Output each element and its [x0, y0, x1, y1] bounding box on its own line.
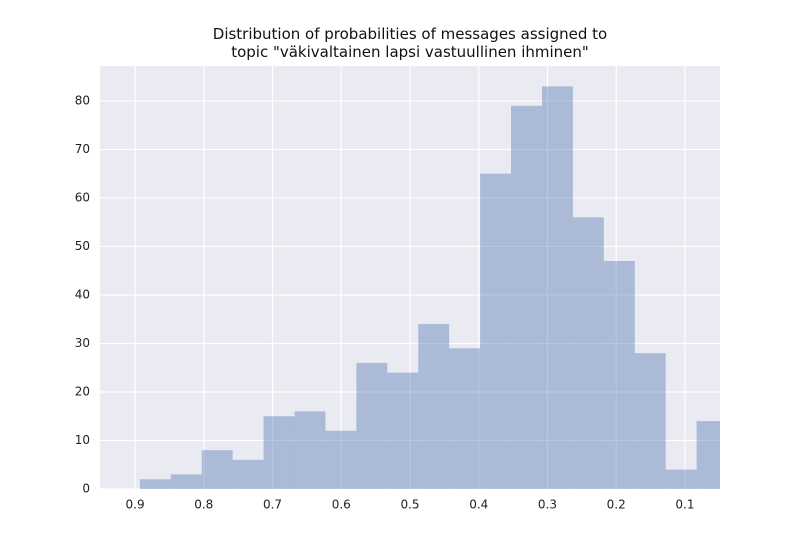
- bar: [325, 430, 357, 489]
- bar: [356, 362, 388, 489]
- bar: [511, 105, 542, 489]
- bar: [232, 459, 264, 489]
- y-tick-label: 70: [75, 142, 90, 156]
- bar: [139, 479, 171, 489]
- bar: [696, 421, 720, 489]
- bar: [541, 86, 573, 489]
- x-tick-label: 0.7: [263, 498, 282, 512]
- bar: [480, 173, 512, 489]
- y-tick-label: 80: [75, 93, 90, 107]
- x-tick-label: 0.5: [400, 498, 419, 512]
- y-tick-label: 50: [75, 239, 90, 253]
- bar: [449, 348, 481, 489]
- bar: [170, 474, 202, 489]
- bar: [418, 324, 450, 489]
- bar: [387, 372, 419, 489]
- bar: [294, 411, 326, 489]
- y-tick-label: 40: [75, 287, 90, 301]
- bar: [572, 217, 604, 489]
- x-tick-label: 0.4: [469, 498, 488, 512]
- y-tick-label: 0: [82, 482, 90, 496]
- x-tick-label: 0.3: [538, 498, 557, 512]
- x-tick-label: 0.2: [607, 498, 626, 512]
- x-tick-label: 0.1: [675, 498, 694, 512]
- bar: [201, 450, 233, 489]
- bar: [665, 469, 697, 489]
- bar: [263, 416, 295, 489]
- y-tick-label: 20: [75, 384, 90, 398]
- bar: [603, 261, 635, 489]
- x-tick-label: 0.9: [126, 498, 145, 512]
- chart-title: Distribution of probabilities of message…: [212, 25, 608, 61]
- y-tick-label: 60: [75, 190, 90, 204]
- x-tick-label: 0.6: [332, 498, 351, 512]
- y-tick-label: 30: [75, 336, 90, 350]
- x-tick-label: 0.8: [194, 498, 213, 512]
- y-tick-label: 10: [75, 433, 90, 447]
- bar: [634, 353, 666, 489]
